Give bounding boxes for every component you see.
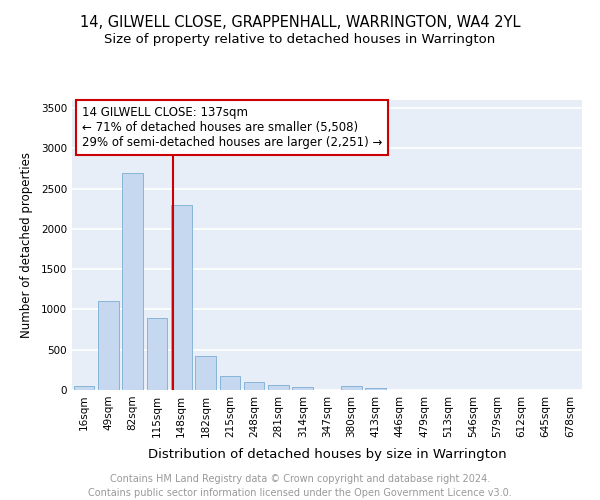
Bar <box>122 172 143 390</box>
Bar <box>268 385 289 390</box>
Bar <box>244 382 265 390</box>
Bar <box>171 204 191 390</box>
Text: Contains HM Land Registry data © Crown copyright and database right 2024.
Contai: Contains HM Land Registry data © Crown c… <box>88 474 512 498</box>
Bar <box>98 302 119 390</box>
Text: 14 GILWELL CLOSE: 137sqm
← 71% of detached houses are smaller (5,508)
29% of sem: 14 GILWELL CLOSE: 137sqm ← 71% of detach… <box>82 106 383 149</box>
Text: Size of property relative to detached houses in Warrington: Size of property relative to detached ho… <box>104 32 496 46</box>
Bar <box>195 356 216 390</box>
Y-axis label: Number of detached properties: Number of detached properties <box>20 152 32 338</box>
Bar <box>74 386 94 390</box>
Bar <box>341 386 362 390</box>
Bar <box>146 318 167 390</box>
Bar <box>365 388 386 390</box>
X-axis label: Distribution of detached houses by size in Warrington: Distribution of detached houses by size … <box>148 448 506 461</box>
Bar <box>292 387 313 390</box>
Text: 14, GILWELL CLOSE, GRAPPENHALL, WARRINGTON, WA4 2YL: 14, GILWELL CLOSE, GRAPPENHALL, WARRINGT… <box>80 15 520 30</box>
Bar <box>220 376 240 390</box>
